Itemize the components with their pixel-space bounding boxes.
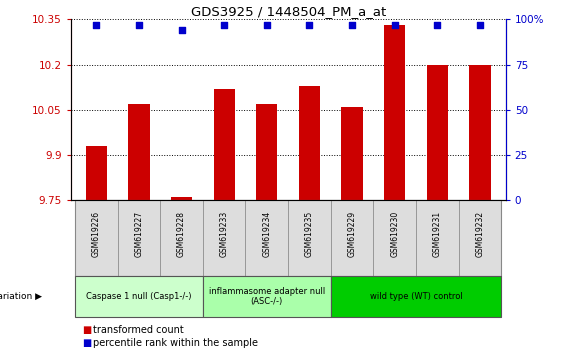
Point: [390, 22, 399, 28]
Bar: [288, 200, 331, 276]
Bar: [85, 146, 107, 200]
Bar: [331, 276, 501, 317]
Text: GSM619234: GSM619234: [262, 211, 271, 257]
Text: GSM619233: GSM619233: [220, 211, 229, 257]
Text: GSM619232: GSM619232: [476, 211, 485, 257]
Bar: [459, 200, 501, 276]
Bar: [331, 200, 373, 276]
Bar: [256, 104, 277, 200]
Text: GSM619235: GSM619235: [305, 211, 314, 257]
Text: ■: ■: [82, 338, 91, 348]
Bar: [160, 200, 203, 276]
Point: [92, 22, 101, 28]
Text: ■: ■: [82, 325, 91, 335]
Bar: [171, 197, 192, 200]
Point: [305, 22, 314, 28]
Bar: [373, 200, 416, 276]
Text: transformed count: transformed count: [93, 325, 184, 335]
Text: GSM619229: GSM619229: [347, 211, 357, 257]
Text: GSM619230: GSM619230: [390, 211, 399, 257]
Text: inflammasome adapter null
(ASC-/-): inflammasome adapter null (ASC-/-): [208, 287, 325, 306]
Point: [347, 22, 357, 28]
Text: GSM619231: GSM619231: [433, 211, 442, 257]
Bar: [75, 276, 203, 317]
Bar: [427, 65, 448, 200]
Point: [177, 28, 186, 33]
Point: [433, 22, 442, 28]
Bar: [203, 276, 331, 317]
Bar: [384, 25, 406, 200]
Title: GDS3925 / 1448504_PM_a_at: GDS3925 / 1448504_PM_a_at: [190, 5, 386, 18]
Text: GSM619227: GSM619227: [134, 211, 144, 257]
Bar: [118, 200, 160, 276]
Bar: [470, 65, 491, 200]
Point: [134, 22, 144, 28]
Bar: [214, 89, 235, 200]
Bar: [203, 200, 246, 276]
Text: genotype/variation ▶: genotype/variation ▶: [0, 292, 42, 301]
Text: percentile rank within the sample: percentile rank within the sample: [93, 338, 258, 348]
Point: [220, 22, 229, 28]
Bar: [246, 200, 288, 276]
Bar: [75, 200, 118, 276]
Text: GSM619226: GSM619226: [92, 211, 101, 257]
Bar: [299, 86, 320, 200]
Bar: [416, 200, 459, 276]
Bar: [128, 104, 150, 200]
Point: [476, 22, 485, 28]
Bar: [341, 107, 363, 200]
Point: [262, 22, 271, 28]
Text: GSM619228: GSM619228: [177, 211, 186, 257]
Text: Caspase 1 null (Casp1-/-): Caspase 1 null (Casp1-/-): [86, 292, 192, 301]
Text: wild type (WT) control: wild type (WT) control: [370, 292, 463, 301]
